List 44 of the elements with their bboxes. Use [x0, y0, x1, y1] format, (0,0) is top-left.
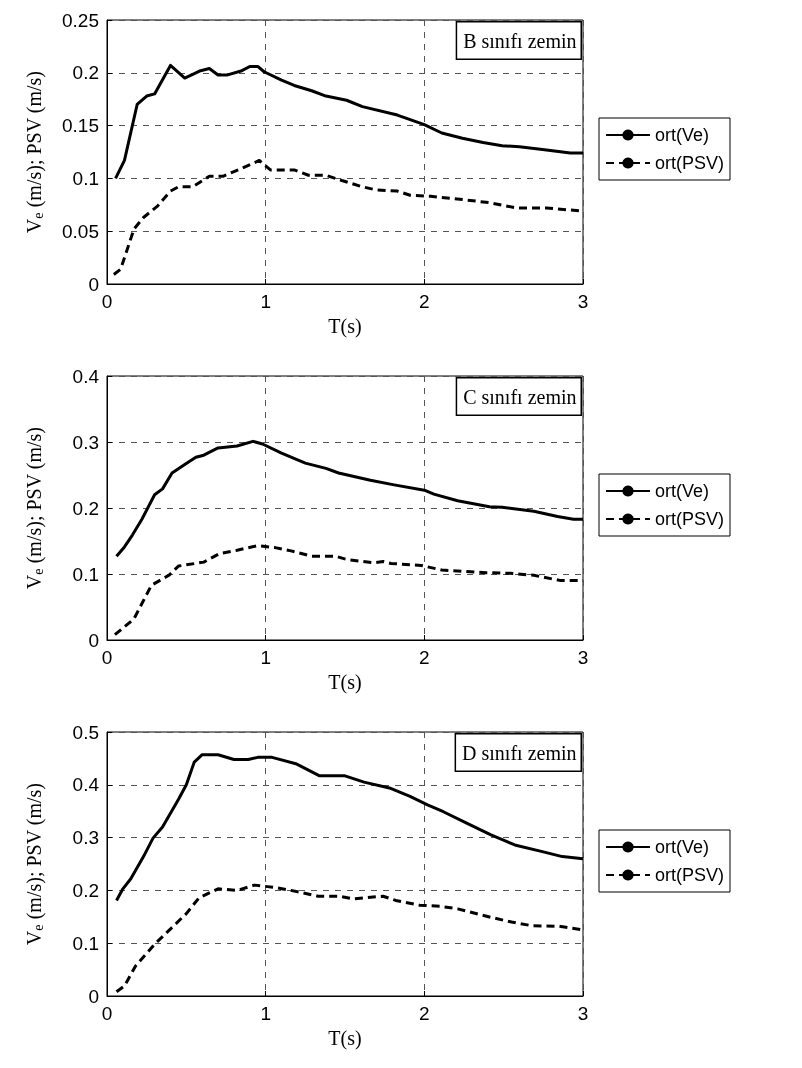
y-tick-label: 0.2 [72, 62, 99, 84]
y-axis-title: Ve (m/s); PSV (m/s) [23, 71, 46, 234]
y-tick-label: 0.3 [72, 431, 99, 453]
annotation: D sınıfı zemin [462, 741, 577, 764]
y-tick-label: 0.5 [72, 721, 99, 743]
x-tick-label: 3 [577, 291, 589, 312]
annotation: C sınıfı zemin [463, 385, 577, 408]
y-tick-label: 0.2 [72, 879, 99, 901]
x-tick-label: 3 [577, 1003, 589, 1024]
x-tick-label: 2 [419, 1003, 430, 1024]
x-axis-title: T(s) [328, 314, 362, 338]
x-tick-label: 3 [577, 647, 589, 668]
y-tick-label: 0 [88, 629, 99, 651]
y-tick-label: 0.25 [62, 9, 99, 31]
y-tick-label: 0.1 [72, 563, 99, 585]
legend-label: ort(Ve) [655, 837, 710, 857]
legend-label: ort(Ve) [655, 125, 710, 145]
y-tick-label: 0.2 [72, 497, 99, 519]
legend-label: ort(PSV) [655, 865, 725, 885]
legend-label: ort(PSV) [655, 509, 725, 529]
y-tick-label: 0 [88, 985, 99, 1007]
x-tick-label: 1 [260, 647, 271, 668]
x-tick-label: 0 [101, 291, 113, 312]
y-tick-label: 0.3 [72, 827, 99, 849]
y-axis-title: Ve (m/s); PSV (m/s) [23, 783, 46, 946]
x-tick-label: 2 [419, 647, 430, 668]
x-tick-label: 1 [260, 291, 271, 312]
y-tick-label: 0.1 [72, 932, 99, 954]
y-tick-label: 0.4 [72, 365, 100, 387]
y-tick-label: 0.4 [72, 774, 100, 796]
y-tick-label: 0.15 [62, 115, 99, 137]
x-tick-label: 1 [260, 1003, 271, 1024]
y-tick-label: 0.05 [62, 220, 99, 242]
x-axis-title: T(s) [328, 1026, 362, 1050]
x-tick-label: 2 [419, 291, 430, 312]
y-axis-title: Ve (m/s); PSV (m/s) [23, 427, 46, 590]
x-tick-label: 0 [101, 1003, 113, 1024]
y-tick-label: 0.1 [72, 167, 99, 189]
x-axis-title: T(s) [328, 670, 362, 694]
x-tick-label: 0 [101, 647, 113, 668]
y-tick-label: 0 [88, 273, 99, 295]
legend-label: ort(Ve) [655, 481, 710, 501]
legend-label: ort(PSV) [655, 153, 725, 173]
annotation: B sınıfı zemin [463, 29, 577, 52]
